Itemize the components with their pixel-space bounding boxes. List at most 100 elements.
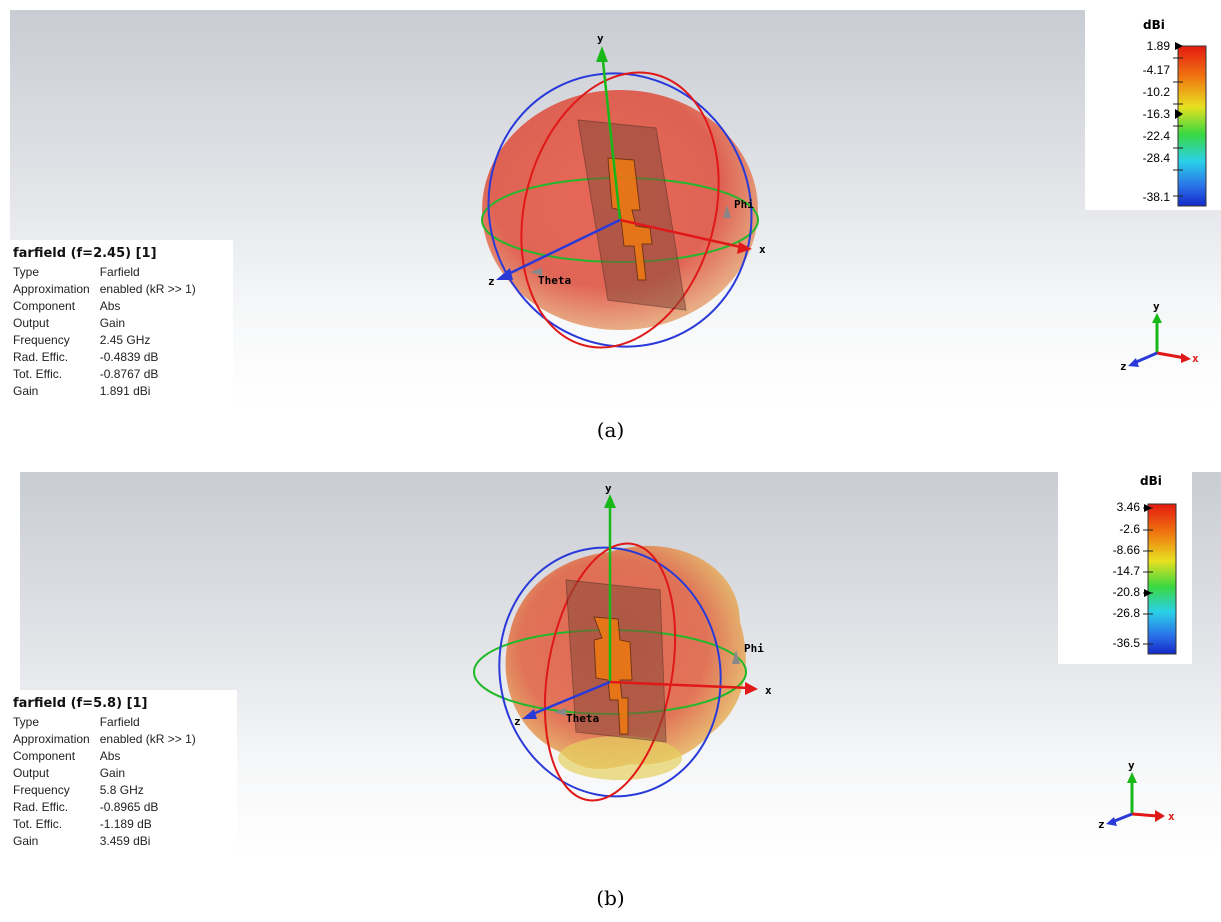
orientation-triad-a: y x z xyxy=(1120,300,1199,373)
theta-marker-a xyxy=(530,268,542,276)
info-value: 2.45 GHz xyxy=(99,333,151,347)
info-key: Approximation xyxy=(13,732,90,746)
table-row: Type Farfield xyxy=(13,264,206,281)
info-value: 5.8 GHz xyxy=(99,783,144,797)
info-value: 3.459 dBi xyxy=(99,834,151,848)
info-key: Approximation xyxy=(13,282,90,296)
scale-tick-5: -26.8 xyxy=(1112,606,1140,620)
table-row: Component Abs xyxy=(13,748,206,765)
info-value: -1.189 dB xyxy=(99,817,152,831)
farfield-info-box-b: farfield (f=5.8) [1] Type Farfield Approx… xyxy=(5,690,237,860)
info-key: Output xyxy=(13,766,50,780)
red-ring-a xyxy=(520,71,720,349)
triad-x-label-a: x xyxy=(1192,352,1199,365)
scale-tick-3: -16.3 xyxy=(1142,107,1170,121)
info-value: 1.891 dBi xyxy=(99,384,151,398)
z-axis-label-b: z xyxy=(514,715,521,728)
phi-label-b: Phi xyxy=(744,642,764,655)
antenna-patch-a xyxy=(607,157,653,281)
triad-z-label-a: z xyxy=(1120,360,1127,373)
z-axis-line-b xyxy=(527,680,611,718)
info-value: Abs xyxy=(99,299,121,313)
info-key: Rad. Effic. xyxy=(13,350,69,364)
x-axis-arrow-a xyxy=(737,242,752,254)
scale-tick-0: 1.89 xyxy=(1146,39,1170,53)
table-row: Tot. Effic. -1.189 dB xyxy=(13,816,206,833)
figure-caption-b: (b) xyxy=(596,886,625,910)
x-axis-label-b: x xyxy=(765,684,772,697)
scale-tick-3: -14.7 xyxy=(1112,564,1140,578)
orientation-triad-b: y x z xyxy=(1098,759,1175,831)
table-row: Output Gain xyxy=(13,315,206,332)
scale-tick-1: -4.17 xyxy=(1142,63,1170,77)
info-value: enabled (kR >> 1) xyxy=(99,732,196,746)
info-value: enabled (kR >> 1) xyxy=(99,282,196,296)
info-key: Frequency xyxy=(13,783,70,797)
info-value: -0.8965 dB xyxy=(99,800,159,814)
info-key: Rad. Effic. xyxy=(13,800,69,814)
panel-b: y x z Phi Theta y x z farfield (f=5.8) [… xyxy=(0,460,1221,922)
color-scale-b: dBi 3. xyxy=(1058,468,1192,664)
info-value: -0.8767 dB xyxy=(99,367,159,381)
theta-label-a: Theta xyxy=(538,274,571,287)
farfield-scene-a: y x z Phi Theta y x z xyxy=(481,32,1199,373)
triad-y-label-a: y xyxy=(1153,300,1160,313)
y-axis-label-a: y xyxy=(597,32,604,45)
figure-caption-a: (a) xyxy=(596,418,625,442)
z-axis-arrow-b xyxy=(522,709,537,719)
farfield-info-title-b: farfield (f=5.8) [1] xyxy=(13,696,148,711)
color-scale-a: dBi 1. xyxy=(1085,10,1221,210)
y-axis-arrow-b xyxy=(604,494,616,508)
info-key: Output xyxy=(13,316,50,330)
triad-y-label-b: y xyxy=(1128,759,1135,772)
scale-tick-2: -8.66 xyxy=(1112,543,1140,557)
scale-tick-6: -38.1 xyxy=(1142,190,1170,204)
scale-tick-4: -20.8 xyxy=(1112,585,1140,599)
theta-marker-b xyxy=(554,708,566,716)
triad-x-label-b: x xyxy=(1168,810,1175,823)
farfield-scene-b: y x z Phi Theta y x z xyxy=(473,482,1175,831)
z-axis-line-a xyxy=(501,218,621,279)
table-row: Tot. Effic. -0.8767 dB xyxy=(13,366,206,383)
info-key: Component xyxy=(13,749,76,763)
info-value: Gain xyxy=(99,316,126,330)
info-key: Gain xyxy=(13,384,39,398)
scale-tick-0: 3.46 xyxy=(1116,500,1140,514)
x-axis-line-b xyxy=(609,680,751,690)
farfield-info-table-a: Type Farfield Approximation enabled (kR >>… xyxy=(13,264,206,400)
scale-tick-4: -22.4 xyxy=(1142,129,1170,143)
info-key: Tot. Effic. xyxy=(13,817,63,831)
scale-tick-2: -10.2 xyxy=(1142,85,1170,99)
info-key: Type xyxy=(13,715,40,729)
antenna-patch-b xyxy=(593,616,633,735)
scale-bar-b xyxy=(1143,503,1177,655)
y-axis-line-a xyxy=(600,51,622,221)
scale-tick-5: -28.4 xyxy=(1142,151,1170,165)
info-value: Farfield xyxy=(99,265,140,279)
y-axis-arrow-a xyxy=(596,46,608,62)
farfield-info-title-a: farfield (f=2.45) [1] xyxy=(13,246,157,261)
triad-z-label-b: z xyxy=(1098,818,1105,831)
info-value: Gain xyxy=(99,766,126,780)
farfield-info-box-a: farfield (f=2.45) [1] Type Farfield Appro… xyxy=(5,240,233,408)
info-key: Frequency xyxy=(13,333,70,347)
table-row: Gain 3.459 dBi xyxy=(13,833,206,850)
info-value: Farfield xyxy=(99,715,140,729)
x-axis-label-a: x xyxy=(759,243,766,256)
scale-tick-1: -2.6 xyxy=(1119,522,1140,536)
phi-marker-b xyxy=(732,650,740,664)
table-row: Gain 1.891 dBi xyxy=(13,383,206,400)
info-value: -0.4839 dB xyxy=(99,350,159,364)
y-axis-label-b: y xyxy=(605,482,612,495)
info-key: Component xyxy=(13,299,76,313)
table-row: Output Gain xyxy=(13,765,206,782)
z-axis-label-a: z xyxy=(488,275,495,288)
table-row: Frequency 5.8 GHz xyxy=(13,782,206,799)
panel-a: y x z Phi Theta y x z farfield (f=2.45) … xyxy=(0,0,1221,450)
info-value: Abs xyxy=(99,749,121,763)
scale-bar-a xyxy=(1173,42,1207,207)
info-key: Type xyxy=(13,265,40,279)
farfield-info-table-b: Type Farfield Approximation enabled (kR >>… xyxy=(13,714,206,850)
table-row: Frequency 2.45 GHz xyxy=(13,332,206,349)
lower-lobe-b xyxy=(558,736,682,780)
